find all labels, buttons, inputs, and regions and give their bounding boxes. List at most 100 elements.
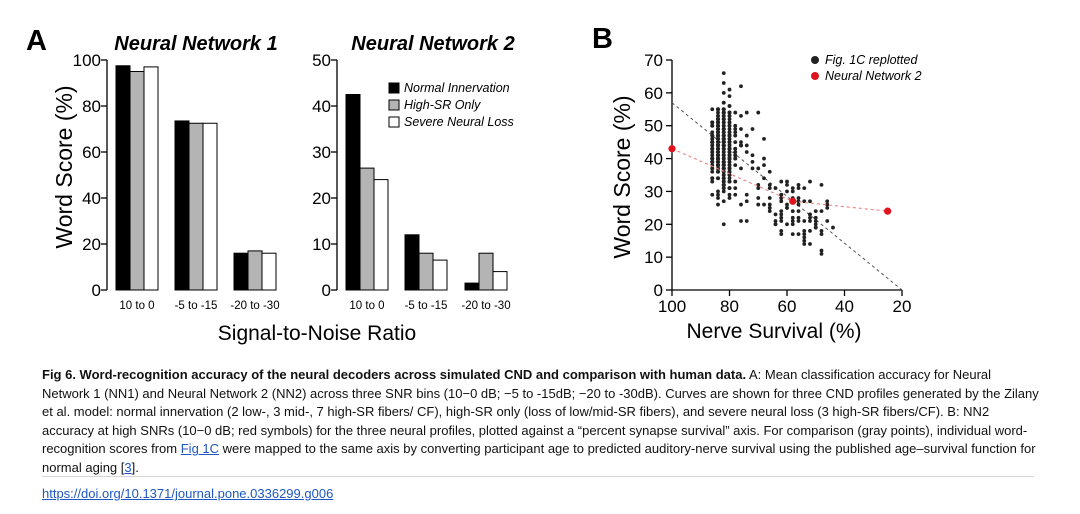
human-point: [744, 219, 749, 223]
human-point: [716, 196, 720, 200]
human-point: [733, 192, 738, 197]
y-tick-label: 70: [644, 51, 663, 70]
x-tick-label: 100: [658, 297, 686, 316]
human-point: [825, 199, 830, 204]
human-point: [785, 202, 789, 207]
caption-text-c: ].: [131, 459, 139, 475]
human-point: [721, 136, 726, 141]
human-point: [779, 215, 784, 220]
bar: [174, 120, 190, 291]
human-point: [756, 186, 761, 191]
scatter-legend: Fig. 1C replotted Neural Network 2: [811, 53, 922, 83]
human-point: [733, 163, 738, 168]
human-point: [721, 166, 726, 171]
human-point: [796, 202, 801, 207]
human-point: [710, 192, 715, 197]
human-point: [727, 140, 732, 145]
y-tick-label: 80: [82, 97, 101, 116]
human-point: [808, 212, 812, 217]
human-point: [710, 166, 715, 171]
human-point: [767, 182, 772, 187]
human-point: [727, 110, 732, 115]
human-point: [710, 179, 715, 184]
legend-label-normal: Normal Innervation: [404, 81, 510, 95]
human-point: [750, 127, 755, 131]
human-point: [716, 143, 720, 148]
y-tick-label: 0: [322, 281, 331, 300]
human-point: [721, 140, 726, 145]
human-point: [750, 159, 755, 164]
human-point: [790, 186, 795, 191]
human-point: [721, 123, 726, 128]
human-point: [721, 81, 726, 85]
doi-link[interactable]: https://doi.org/10.1371/journal.pone.033…: [42, 486, 334, 501]
human-point: [716, 159, 720, 164]
human-point: [721, 127, 726, 131]
y-tick-label: 10: [644, 248, 663, 267]
human-point: [825, 219, 830, 223]
human-point: [785, 205, 789, 210]
human-point: [716, 150, 720, 154]
human-point: [727, 153, 732, 158]
nerve-survival-scatter: Word Score (%) Nerve Survival (%) Fig. 1…: [609, 51, 922, 343]
human-point: [739, 166, 743, 171]
human-point: [779, 209, 784, 214]
human-point: [733, 110, 738, 115]
legend-label-severe: Severe Neural Loss: [404, 115, 514, 129]
human-point: [727, 169, 732, 174]
x-tick-label: -20 to -30: [230, 300, 279, 312]
human-point: [773, 219, 778, 223]
human-point: [727, 196, 732, 200]
bar: [202, 122, 218, 291]
human-point: [785, 179, 789, 184]
human-point: [727, 176, 732, 181]
human-point: [796, 196, 801, 200]
human-point: [727, 130, 732, 135]
human-point: [710, 130, 715, 135]
human-point: [716, 189, 720, 194]
x-tick-label: 60: [778, 297, 797, 316]
human-point: [716, 113, 720, 118]
y-tick-label: 60: [82, 143, 101, 162]
human-point: [790, 215, 795, 220]
caption-link-ref3[interactable]: 3: [124, 459, 132, 475]
nn2-trend-line: [671, 148, 888, 212]
human-point: [710, 143, 715, 148]
human-point: [733, 153, 738, 158]
human-trend-line: [671, 102, 903, 291]
human-point: [721, 113, 726, 118]
human-point: [750, 166, 755, 171]
bar: [404, 234, 420, 291]
human-point: [727, 173, 732, 177]
human-point: [727, 159, 732, 164]
human-point: [796, 186, 801, 191]
human-point: [739, 219, 743, 223]
caption-link-fig1c[interactable]: Fig 1C: [180, 441, 220, 457]
human-point: [721, 146, 726, 151]
human-point: [721, 159, 726, 164]
y-tick-label: 10: [312, 235, 331, 254]
human-point: [808, 199, 812, 204]
human-point: [727, 104, 732, 108]
human-point: [762, 156, 766, 161]
human-point: [756, 196, 761, 200]
human-point: [733, 127, 738, 131]
human-point: [710, 120, 715, 125]
human-point: [721, 120, 726, 125]
human-point: [716, 156, 720, 161]
human-point: [710, 123, 715, 128]
human-point: [710, 169, 715, 174]
human-point: [727, 163, 732, 168]
human-point: [727, 186, 732, 191]
human-point: [744, 143, 749, 148]
human-point: [721, 176, 726, 181]
human-point: [756, 202, 761, 207]
human-point: [813, 215, 818, 220]
human-point: [710, 156, 715, 161]
human-point: [716, 123, 720, 128]
x-tick-label: -5 to -15: [175, 300, 218, 312]
human-point: [767, 209, 772, 214]
human-point: [727, 113, 732, 118]
y-tick-label: 100: [73, 51, 101, 70]
legend-label-nn2: Neural Network 2: [825, 69, 922, 83]
